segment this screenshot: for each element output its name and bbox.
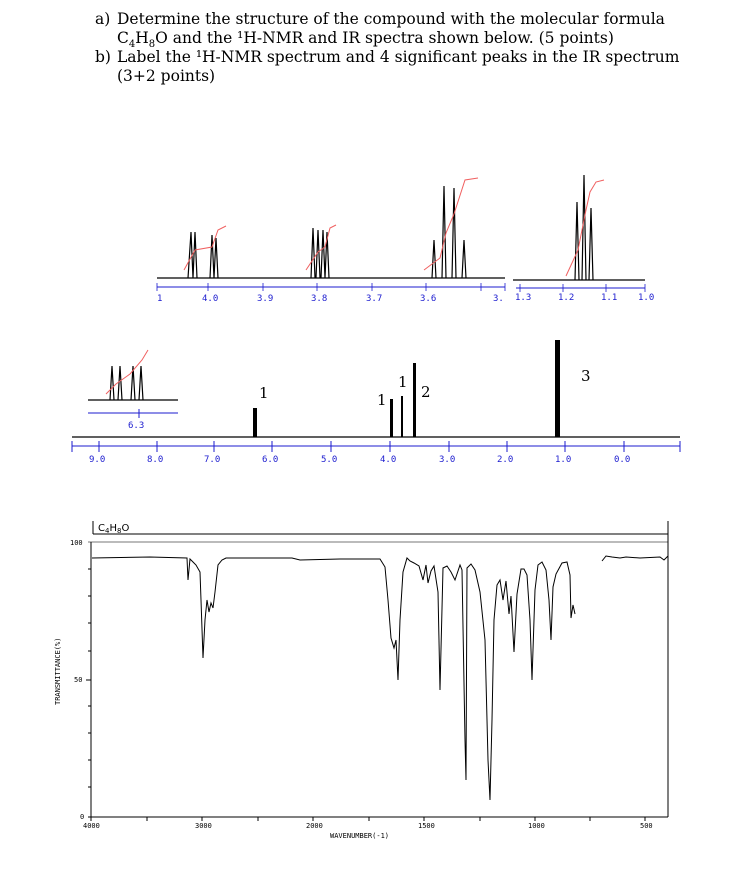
- question-block: a) Determine the structure of the compou…: [95, 10, 715, 86]
- integration-label: 1: [259, 384, 269, 402]
- question-a-text: Determine the structure of the compound …: [117, 10, 665, 51]
- svg-text:1500: 1500: [418, 822, 435, 830]
- svg-text:3.9: 3.9: [257, 294, 273, 304]
- svg-text:0.0: 0.0: [614, 455, 630, 465]
- svg-text:4.0: 4.0: [380, 455, 396, 465]
- svg-text:3.8: 3.8: [311, 294, 327, 304]
- nmr-inset-4-to-3.5: 1 4.0 3.9 3.8 3.7 3.6 3.: [156, 177, 506, 304]
- svg-text:1.3: 1.3: [515, 293, 531, 303]
- svg-text:TRANSMITTANCE(%): TRANSMITTANCE(%): [54, 638, 62, 705]
- svg-text:6.3: 6.3: [128, 421, 144, 431]
- svg-text:4.0: 4.0: [202, 294, 218, 304]
- svg-text:9.0: 9.0: [89, 455, 105, 465]
- nmr-inset-1.3-to-1.0: 1.3 1.2 1.1 1.0: [513, 174, 654, 303]
- ir-title: C4H8O: [98, 523, 129, 535]
- svg-text:1.0: 1.0: [555, 455, 571, 465]
- svg-text:3.7: 3.7: [366, 294, 382, 304]
- svg-text:7.0: 7.0: [204, 455, 220, 465]
- integration-label: 1: [398, 373, 408, 391]
- svg-text:3.0: 3.0: [439, 455, 455, 465]
- svg-text:3.6: 3.6: [420, 294, 436, 304]
- integration-label: 2: [421, 383, 431, 401]
- svg-text:0: 0: [80, 813, 84, 821]
- nmr-inset-6.3: 6.3: [88, 349, 178, 431]
- svg-text:5.0: 5.0: [321, 455, 337, 465]
- question-a-marker: a): [95, 10, 111, 28]
- svg-text:6.0: 6.0: [262, 455, 278, 465]
- question-a: a) Determine the structure of the compou…: [95, 10, 715, 51]
- question-b: b) Label the ¹H-NMR spectrum and 4 signi…: [95, 48, 715, 86]
- svg-text:2.0: 2.0: [497, 455, 513, 465]
- svg-text:100: 100: [70, 539, 83, 547]
- svg-text:1.1: 1.1: [601, 293, 617, 303]
- svg-text:50: 50: [74, 676, 82, 684]
- svg-text:2000: 2000: [306, 822, 323, 830]
- nmr-main: 9.0 8.0 7.0 6.0 5.0 4.0 3.0 2.0 1.0 0.0 …: [71, 340, 681, 465]
- ir-spectrum: C4H8O 100 50 0 TRANSMITTANCE(%) 4000 30: [54, 521, 669, 840]
- svg-text:1000: 1000: [528, 822, 545, 830]
- integration-label: 3: [581, 367, 591, 385]
- svg-text:1.2: 1.2: [558, 293, 574, 303]
- svg-text:500: 500: [640, 822, 653, 830]
- svg-text:3.: 3.: [493, 294, 504, 304]
- svg-text:WAVENUMBER(-1): WAVENUMBER(-1): [330, 832, 389, 840]
- svg-text:1.0: 1.0: [638, 293, 654, 303]
- question-b-marker: b): [95, 48, 111, 66]
- svg-text:4000: 4000: [83, 822, 100, 830]
- svg-text:8.0: 8.0: [147, 455, 163, 465]
- svg-text:3000: 3000: [195, 822, 212, 830]
- svg-text:1: 1: [157, 294, 162, 304]
- integration-label: 1: [377, 391, 387, 409]
- question-b-text: Label the ¹H-NMR spectrum and 4 signific…: [117, 48, 680, 85]
